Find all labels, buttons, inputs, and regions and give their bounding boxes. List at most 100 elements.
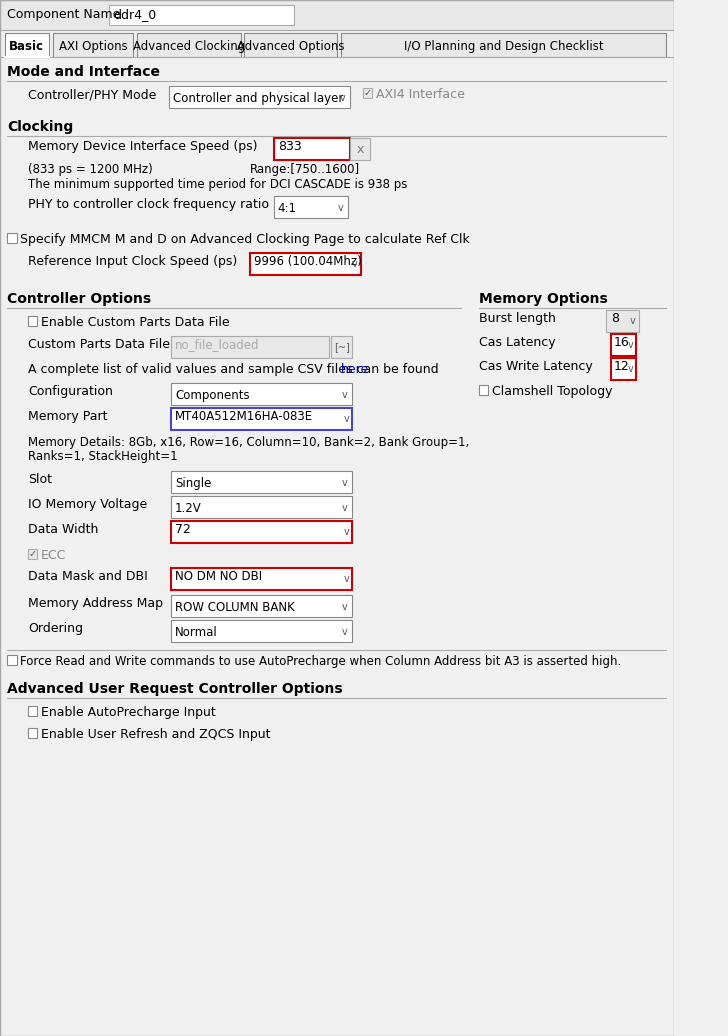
- Text: 12: 12: [614, 359, 630, 373]
- Text: MT40A512M16HA-083E: MT40A512M16HA-083E: [175, 410, 313, 423]
- Bar: [171, 408, 352, 430]
- Text: [~]: [~]: [333, 342, 349, 352]
- Bar: [28, 549, 37, 559]
- Text: 9996 (100.04Mhz): 9996 (100.04Mhz): [253, 255, 361, 268]
- Text: Data Mask and DBI: Data Mask and DBI: [28, 570, 148, 583]
- Bar: [250, 253, 361, 275]
- Text: 4:1: 4:1: [277, 201, 297, 214]
- Text: ddr4_0: ddr4_0: [113, 8, 157, 21]
- Bar: [363, 88, 372, 98]
- Bar: [606, 310, 638, 332]
- Text: v: v: [344, 527, 349, 537]
- Bar: [28, 706, 37, 716]
- Text: v: v: [630, 316, 635, 326]
- Text: (833 ps = 1200 MHz): (833 ps = 1200 MHz): [28, 163, 153, 176]
- Text: Specify MMCM M and D on Advanced Clocking Page to calculate Ref Clk: Specify MMCM M and D on Advanced Clockin…: [20, 233, 470, 246]
- Text: v: v: [340, 93, 345, 103]
- Text: Memory Options: Memory Options: [478, 292, 607, 306]
- Text: IO Memory Voltage: IO Memory Voltage: [28, 498, 147, 511]
- Bar: [331, 336, 352, 358]
- Text: Data Width: Data Width: [28, 523, 98, 536]
- Bar: [341, 33, 667, 57]
- Bar: [4, 33, 49, 57]
- Text: Memory Device Interface Speed (ps): Memory Device Interface Speed (ps): [28, 140, 257, 153]
- Text: Memory Address Map: Memory Address Map: [28, 597, 163, 610]
- Text: The minimum supported time period for DCI CASCADE is 938 ps: The minimum supported time period for DC…: [28, 178, 407, 191]
- Text: A complete list of valid values and sample CSV files can be found: A complete list of valid values and samp…: [28, 363, 443, 376]
- Text: Ordering: Ordering: [28, 622, 83, 635]
- Bar: [7, 233, 17, 243]
- Bar: [611, 358, 636, 380]
- Text: Controller and physical layer: Controller and physical layer: [173, 91, 344, 105]
- Bar: [350, 138, 371, 160]
- Bar: [171, 620, 352, 642]
- Text: Clocking: Clocking: [7, 120, 74, 134]
- Text: Advanced Clocking: Advanced Clocking: [132, 39, 245, 53]
- Text: Advanced Options: Advanced Options: [237, 39, 344, 53]
- Text: Range:[750..1600]: Range:[750..1600]: [250, 163, 360, 176]
- Text: 8: 8: [611, 312, 619, 325]
- Bar: [274, 138, 350, 160]
- Bar: [171, 521, 352, 543]
- Bar: [171, 471, 352, 493]
- Text: 1.2V: 1.2V: [175, 501, 202, 515]
- Text: Custom Parts Data File: Custom Parts Data File: [28, 338, 170, 351]
- Text: Configuration: Configuration: [28, 385, 113, 398]
- Text: Enable AutoPrecharge Input: Enable AutoPrecharge Input: [41, 706, 215, 719]
- Text: no_file_loaded: no_file_loaded: [175, 338, 259, 351]
- Text: Basic: Basic: [9, 39, 44, 53]
- Text: Controller Options: Controller Options: [7, 292, 151, 306]
- Bar: [7, 655, 17, 665]
- Text: Advanced User Request Controller Options: Advanced User Request Controller Options: [7, 682, 343, 696]
- Text: PHY to controller clock frequency ratio: PHY to controller clock frequency ratio: [28, 198, 269, 211]
- Text: Ranks=1, StackHeight=1: Ranks=1, StackHeight=1: [28, 450, 178, 463]
- Bar: [611, 334, 636, 356]
- Text: Cas Latency: Cas Latency: [478, 336, 555, 349]
- Text: ECC: ECC: [41, 549, 66, 562]
- Bar: [171, 595, 352, 617]
- Text: Memory Details: 8Gb, x16, Row=16, Column=10, Bank=2, Bank Group=1,: Memory Details: 8Gb, x16, Row=16, Column…: [28, 436, 469, 449]
- Text: Burst length: Burst length: [478, 312, 555, 325]
- Text: Memory Part: Memory Part: [28, 410, 107, 423]
- Text: here: here: [341, 363, 369, 376]
- Bar: [109, 5, 294, 25]
- Bar: [0, 0, 674, 30]
- Text: v: v: [341, 602, 347, 612]
- Text: Single: Single: [175, 477, 211, 489]
- Text: ROW COLUMN BANK: ROW COLUMN BANK: [175, 601, 295, 613]
- Bar: [137, 33, 241, 57]
- Text: Force Read and Write commands to use AutoPrecharge when Column Address bit A3 is: Force Read and Write commands to use Aut…: [20, 655, 622, 668]
- Text: Reference Input Clock Speed (ps): Reference Input Clock Speed (ps): [28, 255, 237, 268]
- Text: Slot: Slot: [28, 473, 52, 486]
- Bar: [245, 33, 337, 57]
- Text: ✓: ✓: [28, 549, 36, 559]
- Text: v: v: [628, 340, 633, 350]
- Text: Controller/PHY Mode: Controller/PHY Mode: [28, 88, 156, 100]
- Text: Components: Components: [175, 388, 250, 402]
- Text: v: v: [338, 203, 344, 213]
- Text: v: v: [341, 503, 347, 513]
- Text: 72: 72: [175, 523, 191, 536]
- Bar: [171, 336, 328, 358]
- Bar: [28, 316, 37, 326]
- Bar: [274, 196, 348, 218]
- Text: Mode and Interface: Mode and Interface: [7, 65, 160, 79]
- Text: ✓: ✓: [363, 88, 371, 98]
- Text: v: v: [341, 390, 347, 400]
- Text: v: v: [344, 414, 349, 424]
- Text: 16: 16: [614, 336, 630, 349]
- Text: Normal: Normal: [175, 626, 218, 638]
- Text: Clamshell Topology: Clamshell Topology: [491, 385, 612, 398]
- Bar: [478, 385, 488, 395]
- Bar: [52, 33, 133, 57]
- Text: v: v: [341, 627, 347, 637]
- Text: 833: 833: [277, 140, 301, 153]
- Text: x: x: [357, 143, 364, 155]
- Bar: [171, 383, 352, 405]
- Text: v: v: [344, 574, 349, 584]
- Text: Enable Custom Parts Data File: Enable Custom Parts Data File: [41, 316, 229, 329]
- Text: NO DM NO DBI: NO DM NO DBI: [175, 570, 262, 583]
- Text: v: v: [628, 364, 633, 374]
- Bar: [171, 496, 352, 518]
- Text: Enable User Refresh and ZQCS Input: Enable User Refresh and ZQCS Input: [41, 728, 270, 741]
